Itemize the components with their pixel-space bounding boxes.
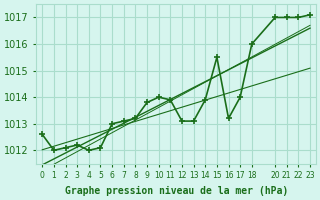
X-axis label: Graphe pression niveau de la mer (hPa): Graphe pression niveau de la mer (hPa) [65, 186, 288, 196]
